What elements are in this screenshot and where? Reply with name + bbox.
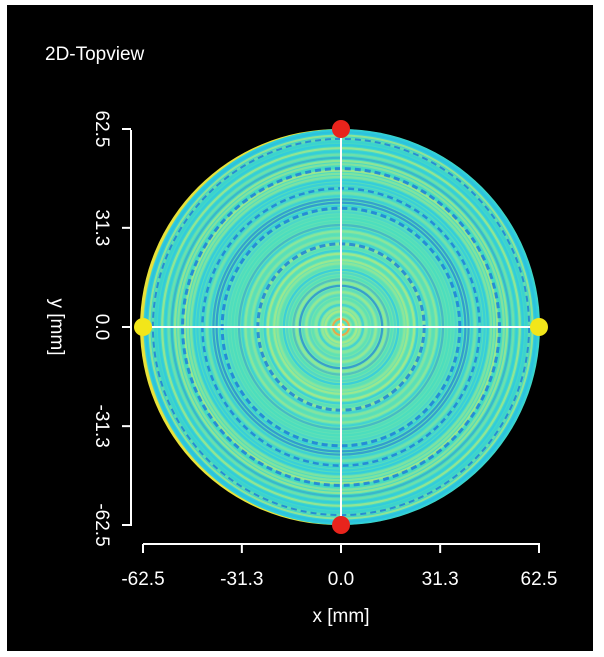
x-tick-label: 62.5 [521,569,558,590]
edge-marker-2 [134,318,152,336]
y-tick-label: -31.3 [91,405,112,448]
y-ticks: 62.5 31.3 0.0 -31.3 -62.5 [91,111,131,547]
y-tick-label: 31.3 [91,209,112,246]
y-tick-label: 0.0 [91,314,112,340]
x-axis-title: x [mm] [313,606,370,627]
x-tick-label: 31.3 [422,569,459,590]
y-tick-label: -62.5 [91,503,112,546]
topview-plot: -62.5 -31.3 0.0 31.3 62.5 62.531.30.0-31.3-6… [46,111,557,627]
edge-marker-1 [332,516,350,534]
crosshair [143,129,539,525]
chart-title: 2D-Topview [45,44,145,65]
y-axis-title: y [mm] [46,299,67,356]
x-tick-label: -62.5 [121,569,164,590]
edge-marker-0 [332,120,350,138]
x-ticks: -62.5 -31.3 0.0 31.3 62.5 [121,544,557,590]
y-tick-label: 62.5 [91,111,112,148]
edge-markers [134,120,548,534]
plot-frame: 2D-Topview -62.5 -31.3 0.0 31.3 62.5 62.5 31.… [7,5,593,651]
edge-marker-3 [530,318,548,336]
x-tick-label: -31.3 [220,569,263,590]
x-tick-label: 0.0 [328,569,354,590]
